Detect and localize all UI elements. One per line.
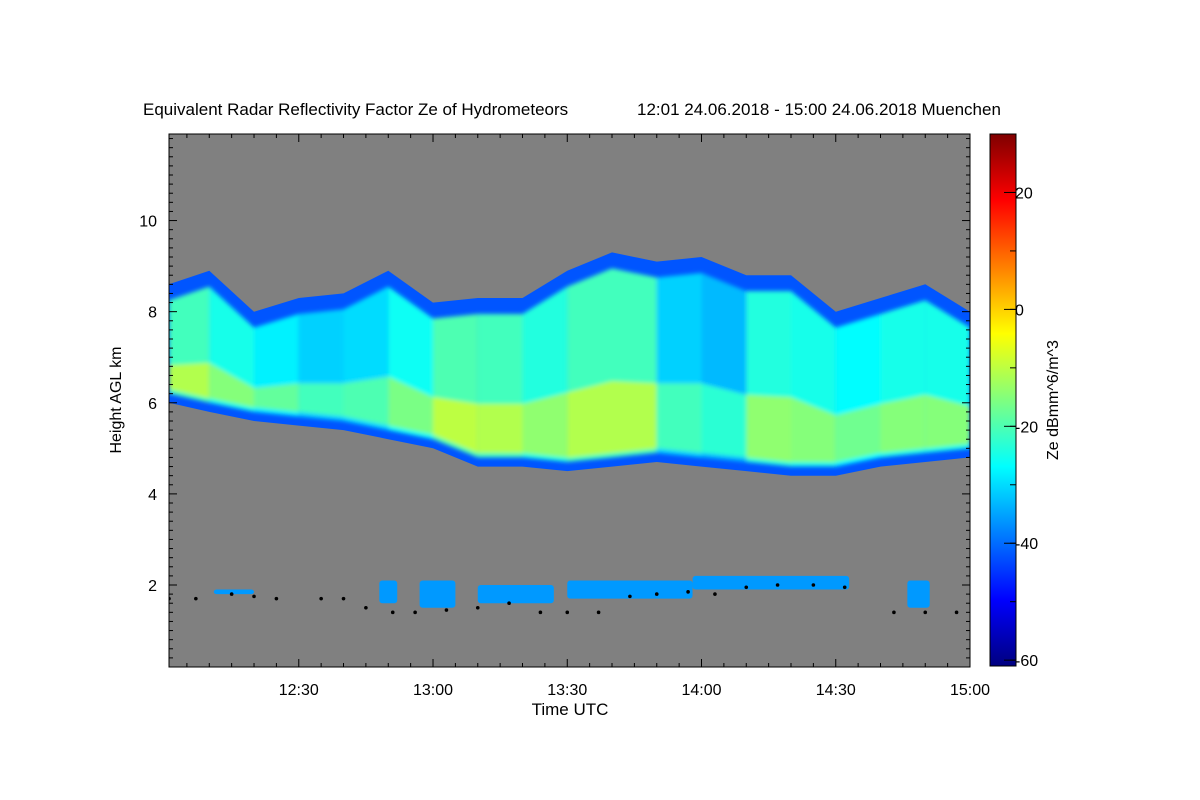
low-cloud-patch-6 <box>907 580 930 608</box>
cloud-base-point <box>229 592 234 596</box>
upper-layer-cell-core <box>835 403 881 462</box>
cloud-base-point <box>364 605 368 610</box>
cloud-base-point <box>252 594 256 599</box>
upper-layer-cell-core <box>298 383 344 417</box>
chart-title: Equivalent Radar Reflectivity Factor Ze … <box>143 100 568 119</box>
cloud-base-point <box>390 610 395 615</box>
colorbar-ticks: 20 0 -20 -40 -60 <box>1004 133 1038 670</box>
upper-layer-cell-core <box>388 376 434 435</box>
upper-layer-cell-core <box>169 362 210 399</box>
x-tick-label: 13:00 <box>413 682 453 699</box>
upper-cloud-layer <box>169 252 970 476</box>
upper-layer-cell-core <box>433 397 478 453</box>
cloud-base-point <box>892 610 896 615</box>
cloud-base-point <box>842 585 847 590</box>
cloud-base-point <box>194 596 198 601</box>
cloud-base-point <box>475 605 480 610</box>
low-cloud-patch-0 <box>213 589 255 595</box>
cloud-base-point <box>538 610 543 615</box>
y-tick-labels: 2 4 6 8 10 <box>139 214 157 595</box>
upper-layer-cell-core <box>567 381 613 458</box>
colorbar-tick-label: -40 <box>1015 536 1038 553</box>
upper-layer-cell-core <box>656 383 702 453</box>
cloud-base-point <box>444 608 449 612</box>
upper-layer-cell-core <box>209 362 255 408</box>
cloud-base-point <box>775 583 780 587</box>
low-cloud-patch-5 <box>692 575 850 590</box>
cloud-base-point <box>565 610 570 615</box>
chart-subtitle: 12:01 24.06.2018 - 15:00 24.06.2018 Muen… <box>637 100 1001 119</box>
upper-layer-cell-core <box>701 383 747 458</box>
low-cloud-patch-2 <box>419 580 456 608</box>
axis-ticks <box>169 134 971 667</box>
upper-layer-cell-core <box>880 394 926 453</box>
y-tick-label: 2 <box>148 578 157 595</box>
y-tick-label: 8 <box>148 305 157 322</box>
upper-layer-cell-core <box>746 394 792 462</box>
x-tick-labels: 12:30 13:00 13:30 14:00 14:30 15:00 <box>279 682 990 699</box>
upper-layer-cell-core <box>343 376 389 426</box>
colorbar-tick-label: 0 <box>1015 302 1024 319</box>
cloud-base-point <box>923 610 928 615</box>
cloud-base-point <box>744 585 749 590</box>
upper-layer-cell-core <box>925 394 970 449</box>
low-cloud-layer <box>213 575 930 608</box>
cloud-base-points <box>169 583 959 615</box>
upper-layer-cell-core <box>612 381 657 453</box>
cloud-base-point <box>413 610 417 615</box>
cloud-base-point <box>507 601 511 606</box>
x-axis-label: Time UTC <box>532 700 609 719</box>
x-tick-label: 12:30 <box>279 682 319 699</box>
y-axis-label: Height AGL km <box>108 346 125 453</box>
low-cloud-patch-3 <box>477 585 554 604</box>
upper-layer-cell-core <box>254 383 299 412</box>
cloud-base-point <box>596 610 601 615</box>
y-tick-label: 10 <box>139 214 157 231</box>
colorbar-tick-label: -20 <box>1015 419 1038 436</box>
y-tick-label: 4 <box>148 487 157 504</box>
cloud-base-point <box>274 596 279 601</box>
cloud-base-point <box>954 610 959 615</box>
x-tick-label: 14:00 <box>681 682 721 699</box>
colorbar <box>989 133 1017 667</box>
x-tick-label: 13:30 <box>547 682 587 699</box>
colorbar-label: Ze dBmm^6/m^3 <box>1045 340 1062 460</box>
upper-layer-core <box>169 268 970 467</box>
cloud-base-point <box>628 594 632 599</box>
cloud-base-point <box>686 590 690 594</box>
y-tick-label: 6 <box>148 396 157 413</box>
upper-layer-cell-core <box>522 392 568 458</box>
cloud-base-point <box>319 596 323 601</box>
upper-layer-cell-core <box>791 397 836 462</box>
upper-layer-cell-core <box>477 403 523 453</box>
cloud-base-point <box>811 583 816 587</box>
cloud-base-point <box>654 592 659 596</box>
x-tick-label: 15:00 <box>950 682 990 699</box>
cloud-base-point <box>713 592 717 596</box>
low-cloud-patch-4 <box>567 580 693 599</box>
cloud-base-point <box>341 596 346 601</box>
plot-frame <box>168 133 971 668</box>
low-cloud-patch-1 <box>379 580 398 604</box>
colorbar-tick-label: 20 <box>1015 185 1033 202</box>
colorbar-tick-label: -60 <box>1015 653 1038 670</box>
x-tick-label: 14:30 <box>816 682 856 699</box>
